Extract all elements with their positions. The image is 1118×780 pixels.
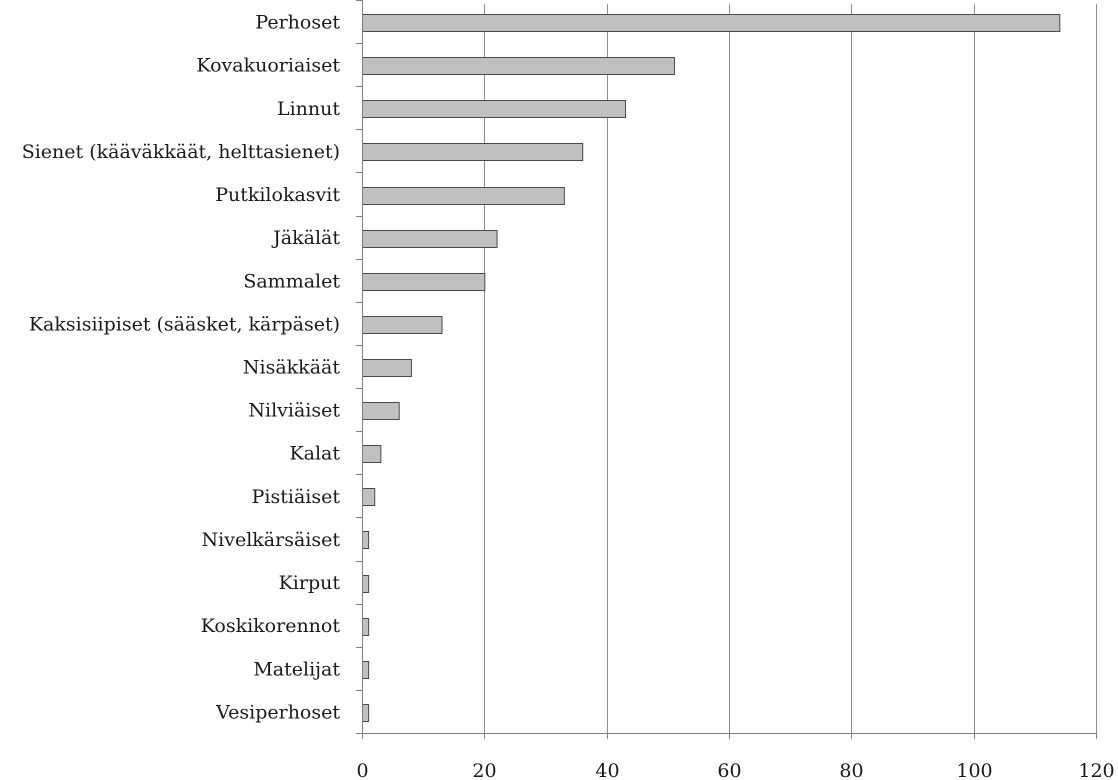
bar	[362, 273, 486, 291]
category-label: Vesiperhoset	[215, 701, 340, 723]
x-tick-label: 80	[839, 760, 863, 780]
bar	[362, 618, 370, 636]
x-tick-label: 40	[595, 760, 619, 780]
x-tick-label: 0	[356, 760, 368, 780]
category-label: Sienet (kääväkkäät, helttasienet)	[22, 141, 340, 163]
bar	[362, 704, 370, 722]
bars	[362, 14, 1061, 722]
category-label: Nilviäiset	[248, 400, 340, 422]
category-label: Kalat	[289, 443, 340, 465]
category-label: Kovakuoriaiset	[196, 55, 340, 77]
x-tick-labels: 0 20 40 60 80 100 120	[356, 760, 1114, 780]
category-label: Perhoset	[255, 12, 340, 34]
bar	[362, 402, 400, 420]
category-labels: Perhoset Kovakuoriaiset Linnut Sienet (kääv…	[22, 12, 341, 724]
bar	[362, 187, 565, 205]
bar	[362, 575, 370, 593]
x-tick-label: 20	[472, 760, 496, 780]
bar	[362, 488, 376, 506]
category-label: Kirput	[279, 572, 341, 594]
x-tick-label: 60	[717, 760, 741, 780]
bar	[362, 14, 1061, 32]
category-label: Nivelkärsäiset	[202, 529, 341, 551]
bar	[362, 661, 370, 679]
bar	[362, 316, 443, 334]
bar	[362, 445, 382, 463]
bar	[362, 57, 675, 75]
category-label: Linnut	[277, 98, 340, 120]
category-label: Koskikorennot	[201, 615, 341, 637]
category-label: Kaksisiipiset (sääsket, kärpäset)	[29, 313, 340, 335]
category-label: Pistiäiset	[252, 486, 341, 508]
bar	[362, 100, 627, 118]
grid-lines	[484, 4, 1097, 733]
category-label: Matelijat	[253, 658, 340, 680]
category-label: Nisäkkäät	[243, 357, 340, 379]
bar	[362, 359, 412, 377]
x-tick-label: 120	[1078, 760, 1114, 780]
category-label: Jäkälät	[271, 227, 340, 249]
bar	[362, 230, 498, 248]
category-label: Sammalet	[243, 270, 340, 292]
category-label: Putkilokasvit	[215, 184, 340, 206]
x-tick-label: 100	[956, 760, 992, 780]
bar	[362, 143, 584, 161]
bar	[362, 531, 370, 549]
axes	[356, 0, 1097, 739]
